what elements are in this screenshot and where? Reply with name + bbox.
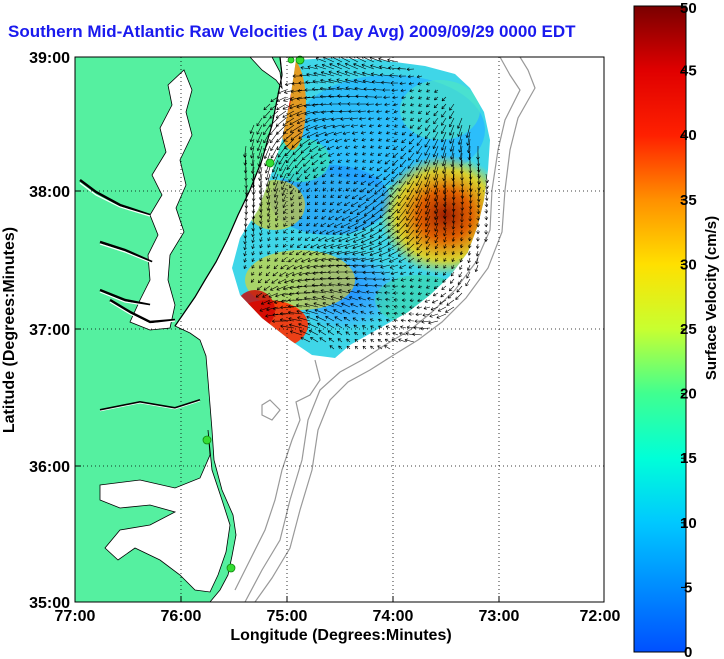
colorbar-tick-labels: 50 45 40 35 30 25 20 15 10 5 0: [680, 0, 697, 659]
y-tick-label: 36:00: [29, 459, 70, 476]
velocity-arrows: [243, 57, 489, 350]
radar-site-marker: [202, 435, 212, 445]
colorbar-tick-label: 35: [680, 192, 697, 209]
y-tick-label: 38:00: [29, 184, 70, 201]
colorbar-tick-label: 30: [680, 256, 697, 273]
colorbar-tick-label: 10: [680, 515, 697, 532]
y-tick-label: 37:00: [29, 322, 70, 339]
radar-sites: [202, 55, 305, 573]
y-tick-labels: 39:00 38:00 37:00 36:00 35:00: [29, 50, 70, 612]
x-tick-label: 76:00: [161, 608, 202, 625]
radar-site-marker: [295, 55, 305, 65]
colorbar-tick-label: 15: [680, 450, 697, 467]
grid-lines: [75, 57, 604, 602]
colorbar-tick-label: 5: [684, 579, 692, 596]
velocity-field: [232, 57, 490, 358]
colorbar-tick-label: 0: [684, 644, 692, 659]
bathymetry-contours: [234, 57, 536, 602]
colorbar-tick-label: 20: [680, 386, 697, 403]
x-axis-label: Longitude (Degrees:Minutes): [230, 627, 451, 644]
colorbar-tick-label: 40: [680, 127, 697, 144]
y-axis-label: Latitude (Degrees:Minutes): [1, 227, 18, 433]
y-tick-label: 35:00: [29, 595, 70, 612]
radar-site-marker: [287, 56, 295, 64]
x-tick-label: 77:00: [55, 608, 96, 625]
radar-site-marker: [226, 563, 236, 573]
x-tick-label: 75:00: [267, 608, 308, 625]
colorbar: [633, 5, 687, 653]
colorbar-tick-label: 25: [680, 321, 697, 338]
x-tick-label: 74:00: [373, 608, 414, 625]
map-title: Southern Mid-Atlantic Raw Velocities (1 …: [8, 22, 576, 41]
colorbar-tick-label: 45: [680, 63, 697, 80]
pamlico-sound: [99, 429, 231, 593]
x-tick-labels: 77:00 76:00 75:00 74:00 73:00 72:00: [55, 608, 621, 625]
radar-site-marker: [265, 158, 275, 168]
colorbar-tick-label: 50: [680, 0, 697, 17]
x-tick-label: 72:00: [580, 608, 621, 625]
colorbar-label: Surface Velocity (cm/s): [703, 216, 720, 380]
chesapeake-bay: [129, 69, 193, 331]
x-tick-label: 73:00: [479, 608, 520, 625]
y-tick-label: 39:00: [29, 50, 70, 67]
